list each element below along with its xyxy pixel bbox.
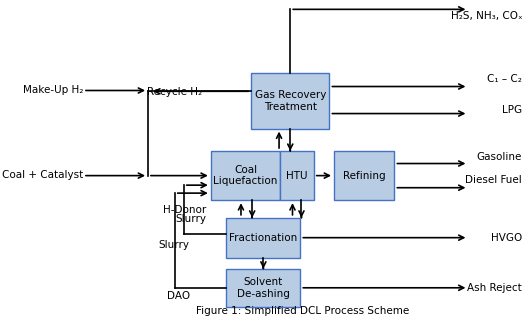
Text: Diesel Fuel: Diesel Fuel [465, 175, 522, 185]
Text: Fractionation: Fractionation [229, 233, 297, 243]
Text: H-Donor: H-Donor [163, 205, 206, 215]
FancyBboxPatch shape [227, 269, 300, 307]
Text: Make-Up H₂: Make-Up H₂ [23, 85, 83, 95]
Text: Slurry: Slurry [159, 240, 190, 250]
Text: Coal
Liquefaction: Coal Liquefaction [213, 165, 278, 187]
Text: Slurry: Slurry [175, 214, 206, 224]
Text: Solvent
De-ashing: Solvent De-ashing [237, 277, 290, 299]
FancyBboxPatch shape [334, 151, 394, 200]
Text: Gas Recovery
Treatment: Gas Recovery Treatment [254, 90, 326, 112]
Text: Ash Reject: Ash Reject [467, 283, 522, 293]
Text: LPG: LPG [502, 105, 522, 115]
Text: C₁ – C₂: C₁ – C₂ [487, 74, 522, 84]
Text: H₂S, NH₃, COₓ: H₂S, NH₃, COₓ [450, 11, 522, 21]
Text: HVGO: HVGO [491, 232, 522, 242]
Text: Refining: Refining [343, 171, 385, 181]
Text: Recycle H₂: Recycle H₂ [147, 87, 202, 97]
FancyBboxPatch shape [227, 218, 300, 257]
Text: DAO: DAO [166, 291, 190, 301]
FancyBboxPatch shape [251, 73, 329, 129]
FancyBboxPatch shape [211, 151, 280, 200]
Text: Gasoline: Gasoline [477, 152, 522, 162]
Text: Coal + Catalyst: Coal + Catalyst [2, 170, 83, 180]
Text: HTU: HTU [286, 171, 308, 181]
FancyBboxPatch shape [280, 151, 314, 200]
Text: Figure 1: Simplified DCL Process Scheme: Figure 1: Simplified DCL Process Scheme [196, 307, 409, 317]
